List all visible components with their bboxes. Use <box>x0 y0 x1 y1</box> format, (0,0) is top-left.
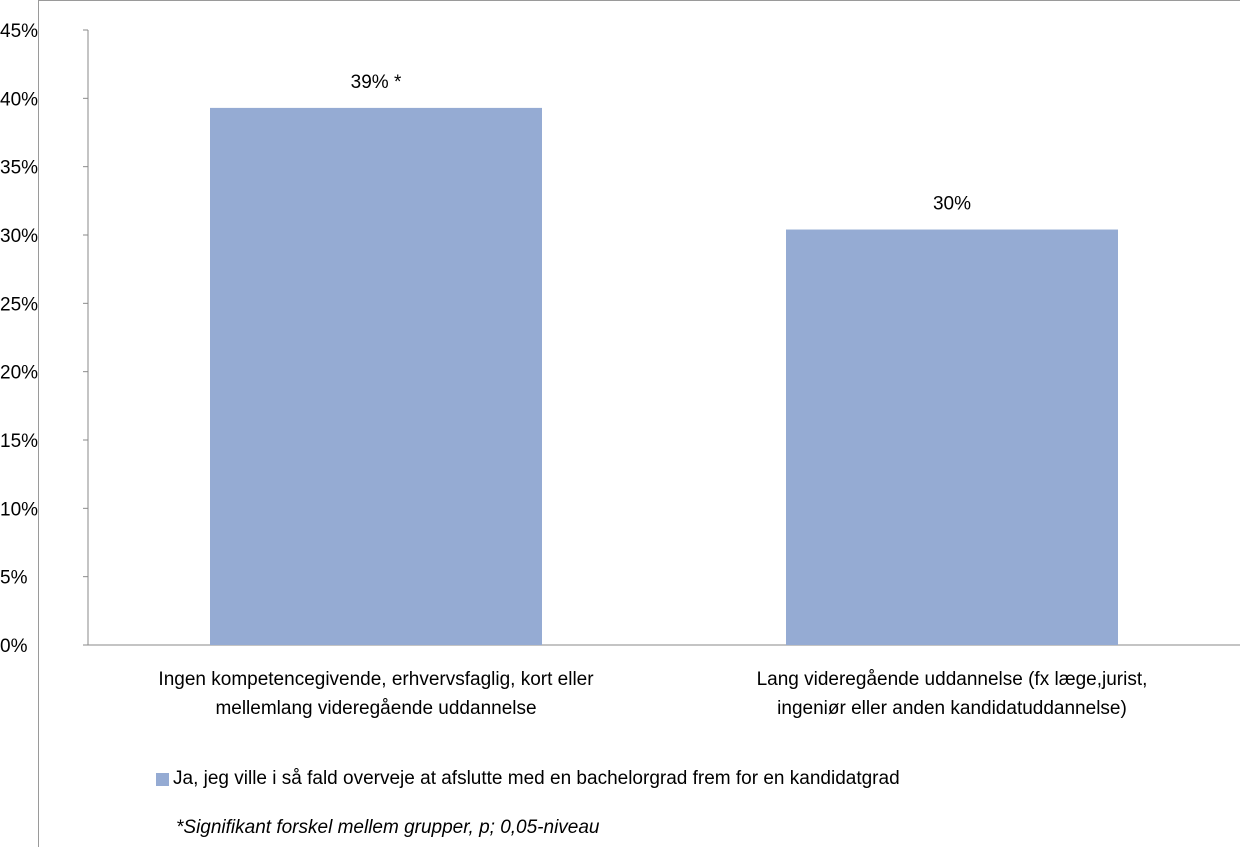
chart-frame <box>38 0 1240 847</box>
y-tick-label: 25% <box>0 294 38 315</box>
bar <box>210 107 542 645</box>
data-label: 39% * <box>351 72 402 93</box>
y-tick-label: 20% <box>0 363 38 384</box>
y-tick-label: 40% <box>0 89 38 110</box>
legend-label: Ja, jeg ville i så fald overveje at afsl… <box>173 768 900 789</box>
category-label: Lang videregående uddannelse (fx læge,ju… <box>757 669 1148 690</box>
footnote: *Signifikant forskel mellem grupper, p; … <box>176 817 600 838</box>
category-label: ingeniør eller anden kandidatuddannelse) <box>777 698 1127 719</box>
bar <box>786 229 1118 646</box>
legend-swatch <box>156 772 169 786</box>
y-tick-label: 45% <box>0 21 38 42</box>
y-tick-label: 15% <box>0 431 38 452</box>
category-label: Ingen kompetencegivende, erhvervsfaglig,… <box>158 669 594 690</box>
y-tick-label: 35% <box>0 158 38 179</box>
y-tick-label: 30% <box>0 226 38 247</box>
category-label: mellemlang videregående uddannelse <box>215 698 536 719</box>
legend: Ja, jeg ville i så fald overveje at afsl… <box>156 768 900 790</box>
y-tick-label: 0% <box>0 636 28 657</box>
data-label: 30% <box>933 194 971 215</box>
y-tick-label: 10% <box>0 499 38 520</box>
y-tick-label: 5% <box>0 568 28 589</box>
